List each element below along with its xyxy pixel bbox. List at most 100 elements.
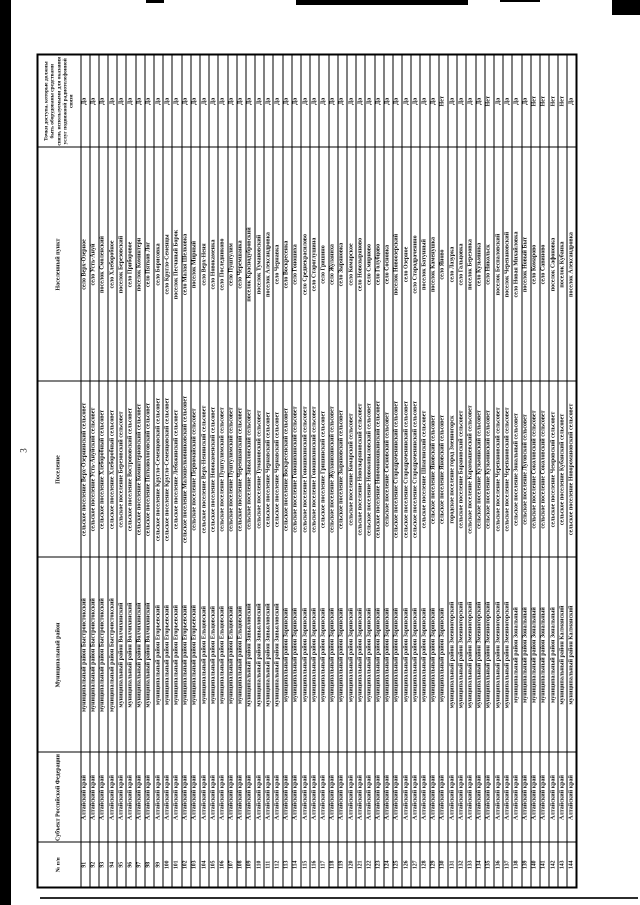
- cell-settlement: сельское поселение Хлеборобный сельсовет: [107, 381, 117, 557]
- cell-locality: село Савиново: [539, 147, 549, 381]
- header-locality: Населенный пункт: [37, 147, 80, 381]
- table-row: 131 Алтайский край муниципальный район Зме…: [447, 54, 457, 887]
- cell-district: муниципальный район Змеиногорский: [456, 557, 466, 752]
- cell-access: Да: [282, 54, 292, 147]
- cell-num: 143: [557, 842, 567, 887]
- cell-settlement: сельское поселение Первомайский сельсове…: [190, 381, 200, 557]
- cell-region: Алтайский край: [429, 752, 439, 842]
- cell-locality: поселок Александровка: [263, 147, 273, 381]
- cell-settlement: сельское поселение Вострововский сельсов…: [125, 381, 136, 557]
- cell-num: 113: [282, 842, 292, 887]
- cell-region: Алтайский край: [162, 752, 172, 842]
- cell-num: 116: [309, 842, 319, 887]
- cell-access: Да: [171, 54, 182, 147]
- cell-access: Да: [566, 54, 577, 147]
- table-row: 92 Алтайский край муниципальный район Быст…: [89, 54, 99, 887]
- table-row: 114 Алтайский край муниципальный район Зар…: [291, 54, 301, 887]
- cell-num: 123: [374, 842, 384, 887]
- cell-settlement: сельское поселение Луговской сельсовет: [521, 381, 531, 557]
- cell-num: 125: [392, 842, 402, 887]
- cell-district: муниципальный район Змеиногорский: [484, 557, 494, 752]
- cell-access: Да: [465, 54, 476, 147]
- cell-region: Алтайский край: [383, 752, 393, 842]
- table-row: 143 Алтайский край муниципальный район Кал…: [557, 54, 567, 887]
- table-row: 101 Алтайский край муниципальный район Его…: [171, 54, 182, 887]
- table-row: 100 Алтайский край муниципальный район Его…: [162, 54, 172, 887]
- table-body: 91 Алтайский край муниципальный район Быст…: [80, 54, 577, 887]
- cell-region: Алтайский край: [318, 752, 329, 842]
- cell-region: Алтайский край: [263, 752, 273, 842]
- cell-access: Да: [227, 54, 237, 147]
- cell-district: муниципальный район Змеиногорский: [502, 557, 512, 752]
- cell-district: муниципальный район Быстроистокский: [98, 557, 108, 752]
- cell-locality: поселок Краснодубровский: [245, 147, 255, 381]
- cell-settlement: сельское поселение Гоношихинский сельсов…: [291, 381, 301, 557]
- cell-settlement: сельское поселение Лебяжинский сельсовет: [171, 381, 182, 557]
- cell-district: муниципальный район Зональный: [548, 557, 558, 752]
- cell-district: муниципальный район Зональный: [511, 557, 521, 752]
- cell-num: 105: [208, 842, 218, 887]
- cell-locality: село Комарское: [346, 147, 356, 381]
- cell-num: 112: [272, 842, 283, 887]
- cell-access: Нет: [557, 54, 567, 147]
- table-row: 135 Алтайский край муниципальный район Зме…: [484, 54, 494, 887]
- cell-locality: село Жуланиха: [328, 147, 338, 381]
- cell-district: муниципальный район Ельцовский: [199, 557, 209, 752]
- cell-region: Алтайский край: [539, 752, 549, 842]
- cell-region: Алтайский край: [447, 752, 457, 842]
- cell-district: муниципальный район Егорьевский: [153, 557, 163, 752]
- cell-num: 107: [227, 842, 237, 887]
- cell-access: Да: [493, 54, 503, 147]
- cell-district: муниципальный район Заринский: [355, 557, 365, 752]
- cell-access: Нет: [438, 54, 448, 147]
- cell-settlement: сельское поселение Верх-Озернинский сель…: [80, 381, 90, 557]
- cell-region: Алтайский край: [419, 752, 430, 842]
- cell-access: Да: [291, 54, 301, 147]
- cell-locality: село Стародраченино: [410, 147, 420, 381]
- cell-num: 98: [144, 842, 154, 887]
- cell-access: Да: [80, 54, 90, 147]
- table-row: 137 Алтайский край муниципальный район Зме…: [502, 54, 512, 887]
- cell-locality: село Гальцовка: [456, 147, 466, 381]
- cell-region: Алтайский край: [337, 752, 347, 842]
- table-row: 103 Алтайский край муниципальный район Его…: [190, 54, 200, 887]
- table-row: 128 Алтайский край муниципальный район Зар…: [419, 54, 430, 887]
- cell-locality: село Кругло-Семенцы: [162, 147, 172, 381]
- cell-num: 102: [181, 842, 191, 887]
- cell-num: 137: [502, 842, 512, 887]
- cell-locality: село Пятков Лог: [144, 147, 154, 381]
- cell-access: Да: [374, 54, 384, 147]
- table-row: 140 Алтайский край муниципальный район Зон…: [530, 54, 540, 887]
- cell-region: Алтайский край: [456, 752, 466, 842]
- cell-district: муниципальный район Быстроистокский: [89, 557, 99, 752]
- cell-region: Алтайский край: [291, 752, 301, 842]
- scan-artifact-corner-blob: [612, 0, 640, 15]
- cell-district: муниципальный район Ельцовский: [208, 557, 218, 752]
- cell-access: Да: [236, 54, 246, 147]
- cell-locality: поселок Черепановский: [502, 147, 512, 381]
- cell-settlement: сельское поселение Кругло-Семенцовский с…: [162, 381, 172, 557]
- table-row: 112 Алтайский край муниципальный район Зав…: [272, 54, 283, 887]
- cell-settlement: сельское поселение Пуштулимский сельсове…: [217, 381, 227, 557]
- cell-locality: село Воскресенка: [282, 147, 292, 381]
- table-row: 113 Алтайский край муниципальный район Зар…: [282, 54, 292, 887]
- cell-district: муниципальный район Заринский: [419, 557, 430, 752]
- cell-settlement: сельское поселение Гришинский сельсовет: [318, 381, 329, 557]
- cell-locality: поселок Новый Быт: [521, 147, 531, 381]
- cell-region: Алтайский край: [171, 752, 182, 842]
- cell-num: 120: [346, 842, 356, 887]
- cell-region: Алтайский край: [309, 752, 319, 842]
- cell-access: Да: [419, 54, 430, 147]
- cell-num: 121: [355, 842, 365, 887]
- cell-settlement: сельское поселение Кузьминский сельсовет: [475, 381, 485, 557]
- cell-locality: поселок Александровка: [566, 147, 577, 381]
- cell-num: 132: [456, 842, 466, 887]
- cell-settlement: сельское поселение Зыряновский сельсовет: [337, 381, 347, 557]
- cell-access: Да: [116, 54, 126, 147]
- cell-region: Алтайский край: [236, 752, 246, 842]
- cell-num: 128: [419, 842, 430, 887]
- cell-district: муниципальный район Заринский: [300, 557, 310, 752]
- cell-settlement: сельское поселение Пятковологовский сель…: [144, 381, 154, 557]
- cell-locality: село Комарово: [530, 147, 540, 381]
- cell-region: Алтайский край: [566, 752, 577, 842]
